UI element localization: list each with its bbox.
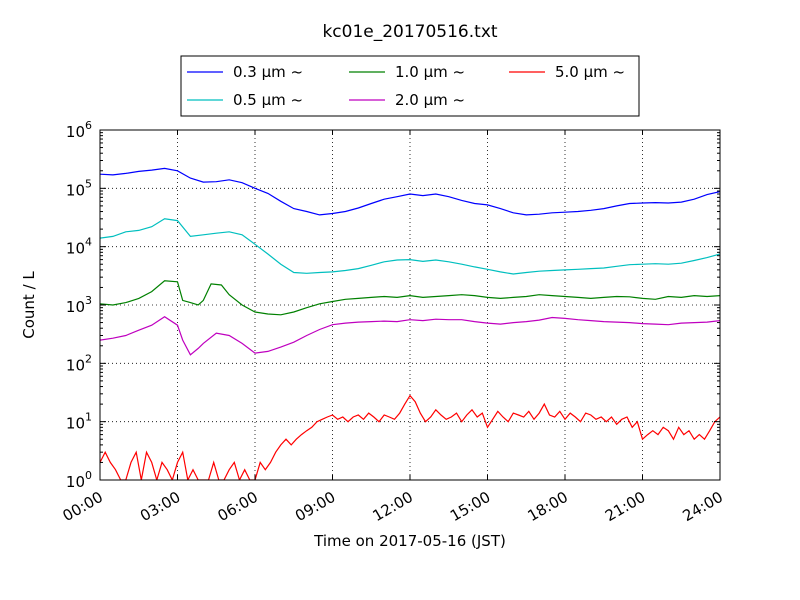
x-axis-label: Time on 2017-05-16 (JST) xyxy=(313,532,506,550)
series-line xyxy=(100,167,720,216)
y-tick-label: 102 xyxy=(66,352,92,374)
axis-ticks xyxy=(99,129,721,481)
legend-label: 0.3 μm ~ xyxy=(233,63,303,81)
series-line xyxy=(100,218,720,275)
y-tick-label: 105 xyxy=(66,177,92,199)
y-axis-label: Count / L xyxy=(20,271,38,339)
y-tick-label: 103 xyxy=(66,294,92,316)
legend-box xyxy=(180,55,640,117)
series-line xyxy=(100,280,720,316)
series-line xyxy=(100,315,720,356)
legend-label: 2.0 μm ~ xyxy=(395,91,465,109)
legend-label: 1.0 μm ~ xyxy=(395,63,465,81)
series-layer xyxy=(100,167,720,480)
y-tick-label: 100 xyxy=(66,469,92,491)
grid xyxy=(100,130,720,480)
y-tick-label: 101 xyxy=(66,411,92,433)
y-tick-label: 106 xyxy=(66,119,92,141)
chart-title: kc01e_20170516.txt xyxy=(322,22,497,42)
legend-label: 0.5 μm ~ xyxy=(233,91,303,109)
y-tick-label: 104 xyxy=(66,236,92,258)
series-line xyxy=(100,394,720,480)
y-tick-labels: 100 101 102 103 104 105 106 xyxy=(66,119,92,491)
legend-label: 5.0 μm ~ xyxy=(555,63,625,81)
legend: 0.3 μm ~ 0.5 μm ~ 1.0 μm ~ 2.0 μm ~ 5.0 μm ~ xyxy=(180,55,640,117)
